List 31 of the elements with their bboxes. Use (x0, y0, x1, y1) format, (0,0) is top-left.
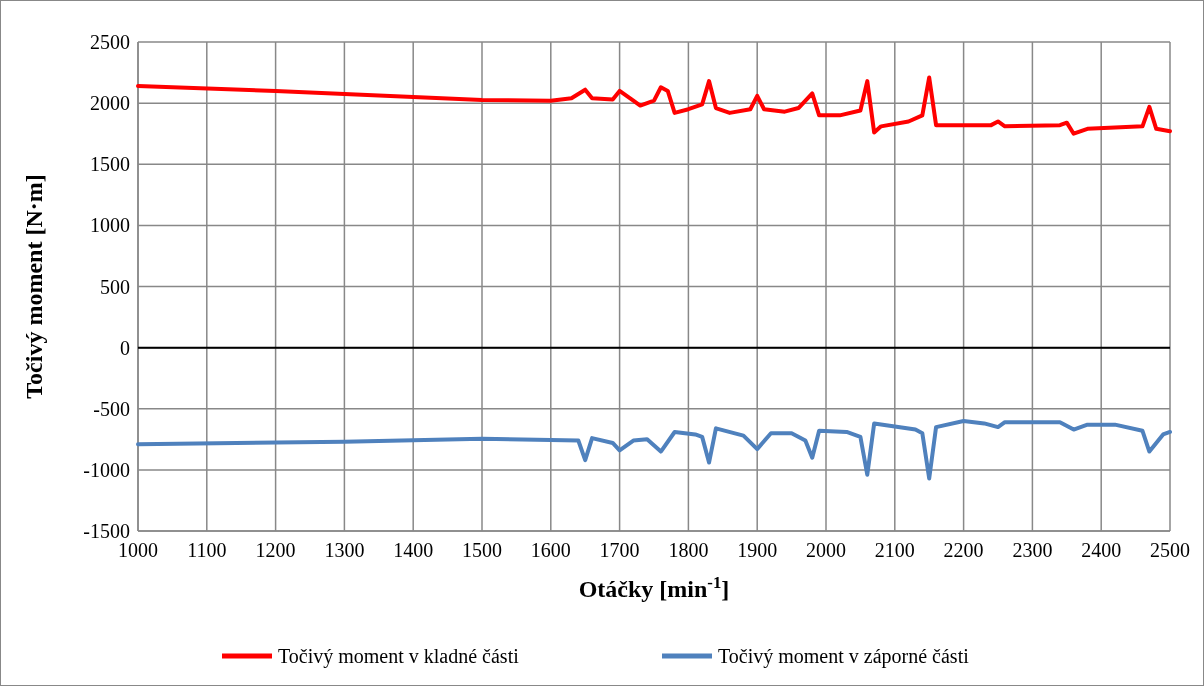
x-tick-label: 1100 (187, 539, 227, 561)
line-series (136, 75, 1172, 136)
x-tick-label: 2200 (943, 539, 984, 561)
y-tick-label: 1000 (90, 214, 130, 237)
x-tick-label: 2400 (1081, 539, 1122, 561)
x-tick-label: 1200 (255, 539, 296, 561)
x-tick-label: 2500 (1150, 539, 1190, 561)
x-tick-label: 1400 (393, 539, 434, 561)
y-axis-title: Točivý moment [N·m] (21, 174, 47, 399)
x-tick-label: 1700 (599, 539, 640, 561)
y-tick-label: 1500 (90, 153, 130, 176)
y-tick-label: 500 (100, 275, 130, 298)
legend-label: Točivý moment v záporné části (718, 645, 970, 668)
y-tick-label: 0 (120, 336, 130, 359)
y-tick-label: 2500 (90, 31, 130, 53)
y-tick-label: -1500 (83, 520, 130, 542)
x-tick-label: 1300 (324, 539, 365, 561)
y-tick-label: -500 (93, 397, 130, 420)
y-tick-label: 2000 (90, 92, 130, 115)
x-tick-label: 1900 (737, 539, 778, 561)
x-tick-label: 1800 (668, 539, 709, 561)
x-axis-title: Otáčky [min$^{-1}$] (578, 572, 730, 602)
x-tick-label: 1000 (118, 539, 158, 561)
x-tick-label: 2300 (1012, 539, 1053, 561)
x-tick-label: 2000 (806, 539, 846, 561)
legend-label: Točivý moment v kladné části (278, 645, 520, 668)
x-tick-label: 2100 (874, 539, 915, 561)
line-series (136, 418, 1172, 481)
x-tick-label: 1600 (530, 539, 571, 561)
x-tick-label: 1500 (462, 539, 502, 561)
y-tick-label: -1000 (83, 458, 130, 481)
